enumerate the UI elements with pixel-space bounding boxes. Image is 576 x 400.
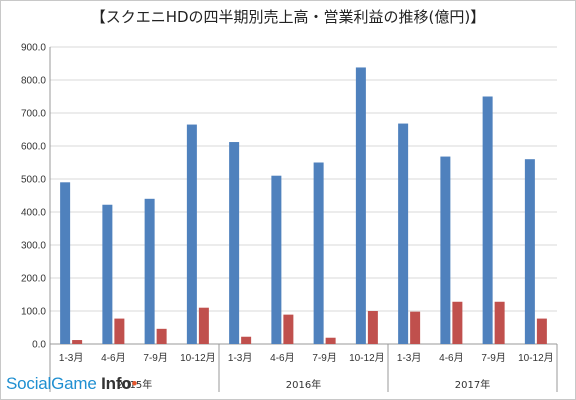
x-tick-label: 1-3月 bbox=[228, 352, 252, 364]
bar-operating-profit bbox=[536, 318, 547, 344]
bar-sales bbox=[398, 123, 409, 344]
y-tick-label: 100.0 bbox=[21, 307, 46, 318]
bar-operating-profit bbox=[494, 301, 505, 344]
bar-sales bbox=[524, 159, 535, 344]
bar-sales bbox=[144, 198, 155, 344]
bar-sales bbox=[482, 96, 493, 344]
y-tick-label: 200.0 bbox=[21, 274, 46, 285]
bar-sales bbox=[355, 67, 366, 345]
group-label: 2017年 bbox=[455, 378, 490, 391]
y-tick-label: 600.0 bbox=[21, 142, 46, 153]
group-label: 2016年 bbox=[286, 378, 321, 391]
bar-sales bbox=[60, 182, 71, 344]
y-tick-label: 800.0 bbox=[21, 76, 46, 87]
bar-operating-profit bbox=[114, 318, 125, 344]
x-tick-label: 10-12月 bbox=[349, 352, 385, 364]
bar-operating-profit bbox=[241, 336, 252, 344]
x-tick-label: 7-9月 bbox=[481, 352, 505, 364]
bar-sales bbox=[271, 175, 282, 344]
bar-sales bbox=[102, 204, 113, 344]
socialgame-info-logo: SocialGame Info• bbox=[6, 374, 138, 393]
bar-operating-profit bbox=[283, 314, 294, 344]
x-tick-label: 4-6月 bbox=[439, 352, 463, 364]
bar-operating-profit bbox=[156, 328, 167, 344]
x-tick-label: 10-12月 bbox=[518, 352, 554, 364]
bar-operating-profit bbox=[367, 311, 378, 344]
bar-operating-profit bbox=[198, 307, 209, 344]
bar-sales bbox=[186, 124, 197, 344]
bar-operating-profit bbox=[72, 340, 83, 344]
y-tick-label: 700.0 bbox=[21, 109, 46, 120]
bar-operating-profit bbox=[410, 311, 421, 344]
x-tick-label: 7-9月 bbox=[143, 352, 167, 364]
x-tick-label: 4-6月 bbox=[270, 352, 294, 364]
x-tick-label: 1-3月 bbox=[59, 352, 83, 364]
bar-sales bbox=[440, 156, 451, 344]
y-tick-label: 300.0 bbox=[21, 241, 46, 252]
x-tick-label: 7-9月 bbox=[312, 352, 336, 364]
y-tick-label: 900.0 bbox=[21, 43, 46, 54]
bar-operating-profit bbox=[452, 301, 463, 344]
bar-sales bbox=[229, 142, 240, 344]
x-tick-label: 1-3月 bbox=[397, 352, 421, 364]
y-tick-label: 500.0 bbox=[21, 175, 46, 186]
y-tick-label: 400.0 bbox=[21, 208, 46, 219]
x-tick-label: 10-12月 bbox=[180, 352, 216, 364]
bar-operating-profit bbox=[325, 337, 336, 344]
y-tick-label: 0.0 bbox=[32, 340, 46, 351]
x-tick-label: 4-6月 bbox=[101, 352, 125, 364]
bar-sales bbox=[313, 162, 324, 344]
group-label: 2015年 bbox=[117, 378, 152, 391]
chart-title: 【スクエニHDの四半期別売上高・営業利益の推移(億円)】 bbox=[90, 8, 486, 26]
